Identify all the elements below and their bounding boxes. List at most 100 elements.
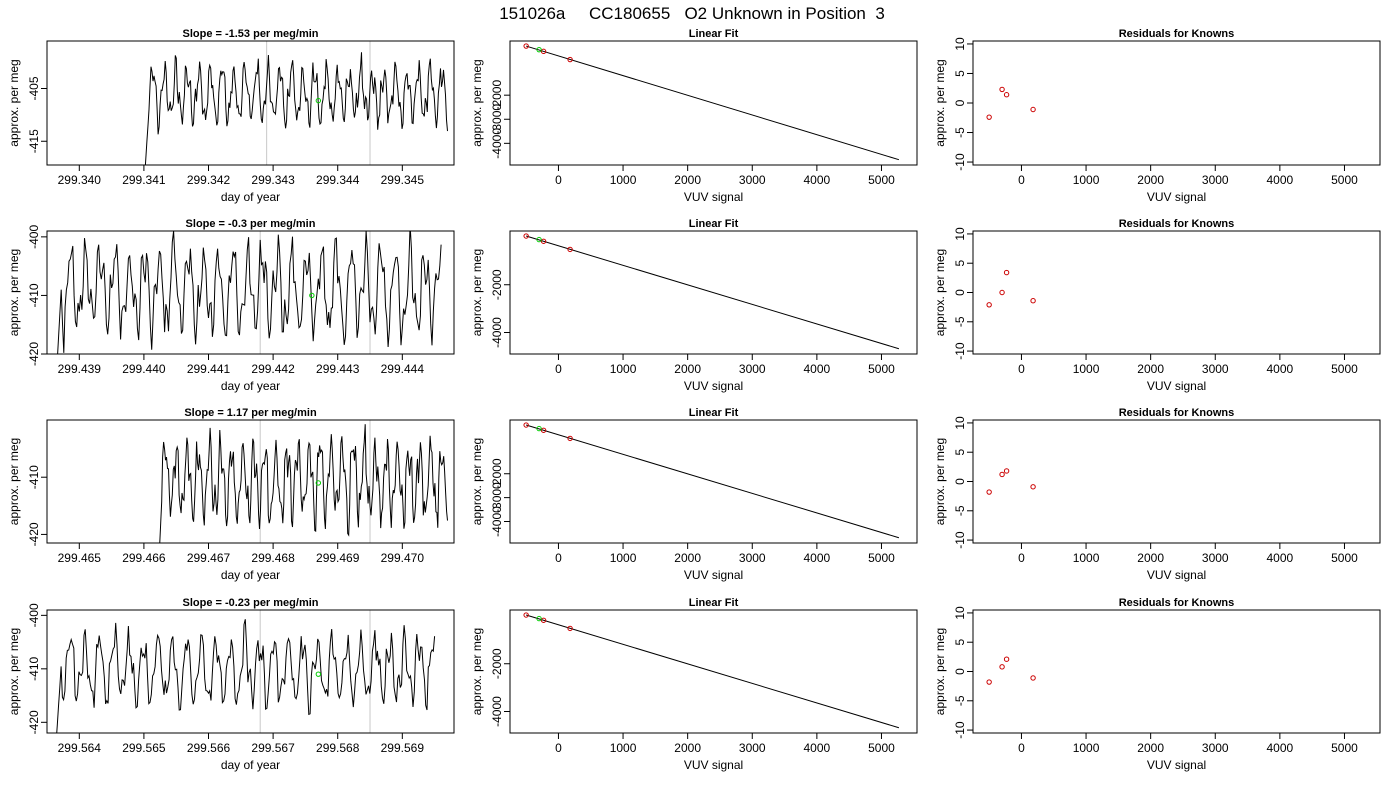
- known-point: [540, 238, 547, 244]
- x-tick-label: 0: [1018, 362, 1025, 376]
- plot-area: [523, 422, 900, 539]
- y-tick-label: -10: [953, 153, 967, 171]
- x-tick-label: 5000: [1331, 173, 1358, 187]
- y-tick-label: 10: [953, 606, 967, 620]
- y-tick-label: -2000: [490, 648, 504, 679]
- x-tick-label: 2000: [1137, 362, 1164, 376]
- x-tick-label: 3000: [1202, 173, 1229, 187]
- x-tick-label: 3000: [739, 741, 766, 755]
- unknown-point: [309, 292, 315, 299]
- plot-frame: [972, 419, 1381, 544]
- x-tick-label: 299.465: [58, 551, 102, 565]
- panel-r3-c1: Slope = 1.17 per meg/min 299.465 299.466 29…: [7, 407, 455, 582]
- x-tick-label: 299.345: [381, 173, 425, 187]
- x-tick-label: 299.565: [122, 741, 166, 755]
- known-point: [999, 86, 1005, 93]
- x-axis-label: day of year: [221, 758, 280, 772]
- x-tick-label: 299.470: [381, 551, 425, 565]
- x-tick-label: 0: [1018, 741, 1025, 755]
- plot-frame: [972, 609, 1381, 734]
- x-tick-label: 3000: [1202, 551, 1229, 565]
- y-axis-label: approx. per meg: [933, 249, 947, 336]
- known-point: [567, 435, 573, 442]
- known-point: [986, 679, 992, 685]
- x-tick-label: 4000: [804, 362, 831, 376]
- x-tick-label: 5000: [868, 551, 895, 565]
- plot-area: [986, 86, 1036, 120]
- y-tick-label: -2000: [490, 269, 504, 300]
- y-axis-label: approx. per meg: [7, 438, 21, 525]
- y-tick-label: 5: [953, 70, 967, 77]
- known-point: [999, 289, 1005, 296]
- panel-r4-c2: Linear Fit 0 1000 2000 3000 4000 5000 -2000 -400…: [470, 597, 918, 772]
- panel-title: Slope = -0.23 per meg/min: [182, 597, 318, 609]
- x-tick-label: 4000: [1267, 173, 1294, 187]
- known-point: [523, 422, 529, 428]
- x-tick-label: 299.564: [58, 741, 102, 755]
- fit-line: [526, 614, 900, 729]
- x-tick-label: 3000: [739, 173, 766, 187]
- x-tick-label: 3000: [1202, 362, 1229, 376]
- x-tick-label: 1000: [1073, 551, 1100, 565]
- x-tick-label: 3000: [1202, 741, 1229, 755]
- panel-r4-c3: Residuals for Knowns 0 1000 2000 3000 4000 500…: [933, 597, 1381, 772]
- x-tick-label: 5000: [1331, 741, 1358, 755]
- panel-r2-c3: Residuals for Knowns 0 1000 2000 3000 4000 500…: [933, 218, 1381, 393]
- unknown-point: [536, 46, 542, 53]
- y-tick-label: -4000: [490, 506, 504, 537]
- known-point: [540, 427, 547, 433]
- x-axis-label: VUV signal: [1147, 379, 1206, 393]
- y-tick-label: 0: [953, 99, 967, 106]
- y-axis-label: approx. per meg: [933, 628, 947, 715]
- y-tick-label: -10: [953, 342, 967, 360]
- x-tick-label: 299.344: [316, 173, 360, 187]
- panel-r1-c3: Residuals for Knowns 0 1000 2000 3000 4000 500…: [933, 28, 1381, 204]
- known-point: [567, 246, 573, 253]
- unknown-point: [536, 425, 542, 432]
- x-tick-label: 5000: [1331, 551, 1358, 565]
- y-tick-label: -410: [27, 283, 41, 307]
- panel-title: Linear Fit: [689, 597, 739, 609]
- y-tick-label: -3000: [490, 482, 504, 513]
- x-axis-label: VUV signal: [1147, 568, 1206, 582]
- x-tick-label: 2000: [674, 173, 701, 187]
- x-tick-label: 299.469: [316, 551, 360, 565]
- y-axis-label: approx. per meg: [470, 628, 484, 715]
- plot-frame: [972, 40, 1381, 166]
- plot-area: [986, 656, 1036, 685]
- panel-title: Linear Fit: [689, 218, 739, 230]
- x-tick-label: 2000: [674, 551, 701, 565]
- x-tick-label: 0: [1018, 173, 1025, 187]
- x-tick-label: 4000: [804, 741, 831, 755]
- plot-frame: [46, 609, 455, 734]
- y-axis-label: approx. per meg: [7, 59, 21, 146]
- unknown-point: [315, 671, 322, 677]
- x-tick-label: 2000: [674, 741, 701, 755]
- y-tick-label: -405: [27, 76, 41, 100]
- known-point: [1030, 675, 1036, 681]
- known-point: [1030, 484, 1036, 490]
- x-tick-label: 4000: [1267, 741, 1294, 755]
- x-tick-label: 299.566: [187, 741, 231, 755]
- known-point: [1030, 298, 1036, 304]
- panel-r3-c3: Residuals for Knowns 0 1000 2000 3000 4000 500…: [933, 407, 1381, 582]
- known-point: [1030, 106, 1036, 113]
- y-axis-label: approx. per meg: [7, 249, 21, 336]
- plot-frame: [509, 419, 918, 544]
- y-tick-label: -4000: [490, 696, 504, 727]
- x-tick-label: 1000: [610, 173, 637, 187]
- x-tick-label: 5000: [868, 362, 895, 376]
- y-tick-label: -4000: [490, 128, 504, 159]
- x-tick-label: 299.441: [187, 362, 231, 376]
- x-tick-label: 299.444: [381, 362, 425, 376]
- x-tick-label: 299.439: [58, 362, 102, 376]
- y-axis-label: approx. per meg: [470, 438, 484, 525]
- plot-area: [57, 231, 442, 354]
- known-point: [523, 43, 529, 49]
- y-tick-label: 10: [953, 37, 967, 51]
- y-tick-label: -5: [953, 695, 967, 706]
- figure-title: 151026a CC180655 O2 Unknown in Position …: [499, 4, 885, 23]
- fit-line: [526, 45, 900, 161]
